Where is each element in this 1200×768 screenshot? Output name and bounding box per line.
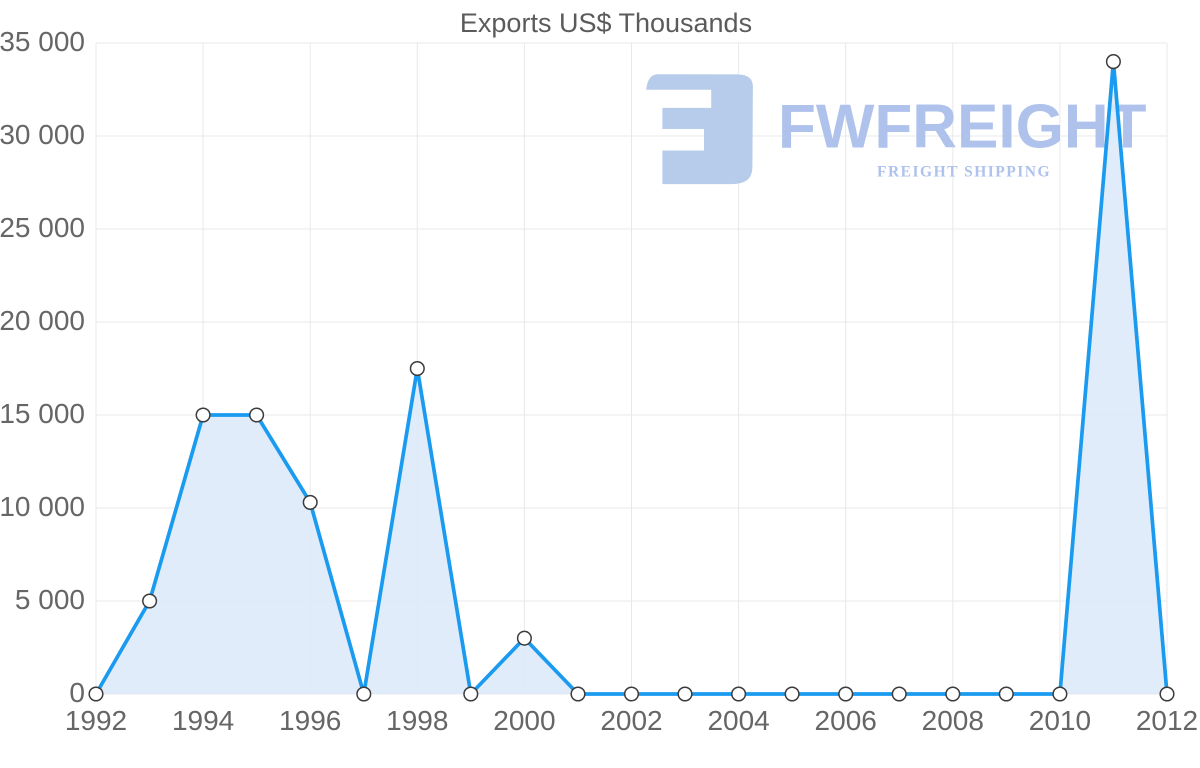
svg-text:5 000: 5 000 (15, 584, 85, 615)
svg-text:2008: 2008 (922, 705, 984, 736)
svg-text:2002: 2002 (600, 705, 662, 736)
svg-text:1992: 1992 (65, 705, 127, 736)
svg-text:2006: 2006 (815, 705, 877, 736)
svg-text:FREIGHT SHIPPING: FREIGHT SHIPPING (877, 163, 1051, 180)
svg-text:1996: 1996 (279, 705, 341, 736)
svg-text:30 000: 30 000 (0, 119, 85, 150)
svg-text:25 000: 25 000 (0, 212, 85, 243)
svg-text:10 000: 10 000 (0, 491, 85, 522)
svg-text:2004: 2004 (707, 705, 769, 736)
svg-text:15 000: 15 000 (0, 398, 85, 429)
svg-text:1998: 1998 (386, 705, 448, 736)
svg-text:2012: 2012 (1136, 705, 1198, 736)
svg-text:20 000: 20 000 (0, 305, 85, 336)
svg-text:2010: 2010 (1029, 705, 1091, 736)
svg-text:FWFREIGHT: FWFREIGHT (778, 93, 1147, 162)
svg-text:2000: 2000 (493, 705, 555, 736)
svg-text:0: 0 (69, 677, 85, 708)
svg-text:1994: 1994 (172, 705, 234, 736)
